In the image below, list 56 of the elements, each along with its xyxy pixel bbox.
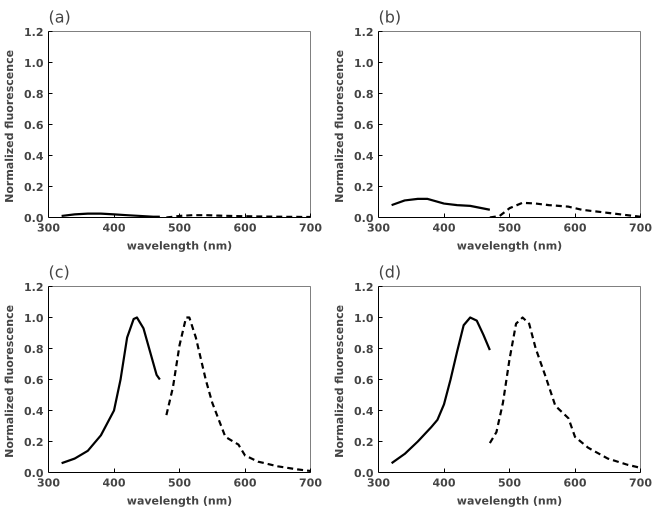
x-tick-label: 600 [234,476,257,490]
y-axis-title: Normalized fluorescence [333,50,346,203]
y-tick-label: 1.2 [354,281,374,294]
chart-title: (d) [378,262,402,282]
y-tick-label: 0.4 [354,405,374,418]
y-tick-label: 0.6 [24,374,44,387]
y-tick-label: 0.8 [24,343,44,356]
x-tick-label: 300 [367,476,390,490]
y-tick-label: 1.0 [354,57,374,70]
x-axis-title: wavelength (nm) [456,494,562,508]
y-tick-label: 0.4 [354,150,374,163]
y-tick-label: 1.0 [24,312,44,325]
y-tick-label: 0.6 [24,119,44,132]
y-tick-label: 0.8 [24,88,44,101]
y-tick-label: 0.4 [24,150,44,163]
y-tick-label: 0.2 [354,181,374,194]
x-tick-label: 500 [168,222,192,234]
y-tick-label: 0.6 [354,374,374,387]
y-tick-label: 0.2 [24,181,44,194]
y-axis-title: Normalized fluorescence [3,304,16,458]
x-tick-label: 700 [629,222,652,234]
y-tick-label: 0.2 [354,436,374,449]
y-tick-label: 0.4 [24,405,44,418]
y-tick-label: 0.6 [354,119,374,132]
x-tick-label: 700 [299,222,322,234]
x-tick-label: 300 [367,222,390,234]
x-tick-label: 500 [498,222,522,234]
x-tick-label: 300 [37,222,60,234]
x-tick-label: 500 [498,476,522,490]
chart-title: (b) [378,8,402,26]
y-tick-label: 1.0 [354,312,374,325]
chart-title: (a) [48,8,71,26]
x-tick-label: 700 [629,476,652,490]
x-tick-label: 400 [102,222,126,234]
y-axis-title: Normalized fluorescence [333,304,346,458]
y-axis-title: Normalized fluorescence [3,50,16,203]
y-tick-label: 1.2 [354,26,374,39]
x-tick-label: 600 [564,476,587,490]
x-axis-title: wavelength (nm) [126,240,232,252]
x-tick-label: 500 [168,476,192,490]
x-axis-title: wavelength (nm) [126,494,232,508]
x-tick-label: 600 [234,222,257,234]
y-tick-label: 1.0 [24,57,44,70]
x-tick-label: 300 [37,476,60,490]
x-tick-label: 400 [432,222,456,234]
y-tick-label: 0.8 [354,343,374,356]
y-tick-label: 0.8 [354,88,374,101]
x-tick-label: 600 [564,222,587,234]
x-axis-title: wavelength (nm) [456,240,562,252]
y-tick-label: 0.2 [24,436,44,449]
y-tick-label: 1.2 [24,281,44,294]
x-tick-label: 400 [432,476,456,490]
chart-title: (c) [48,262,70,282]
x-tick-label: 400 [102,476,126,490]
x-tick-label: 700 [299,476,322,490]
y-tick-label: 1.2 [24,26,44,39]
